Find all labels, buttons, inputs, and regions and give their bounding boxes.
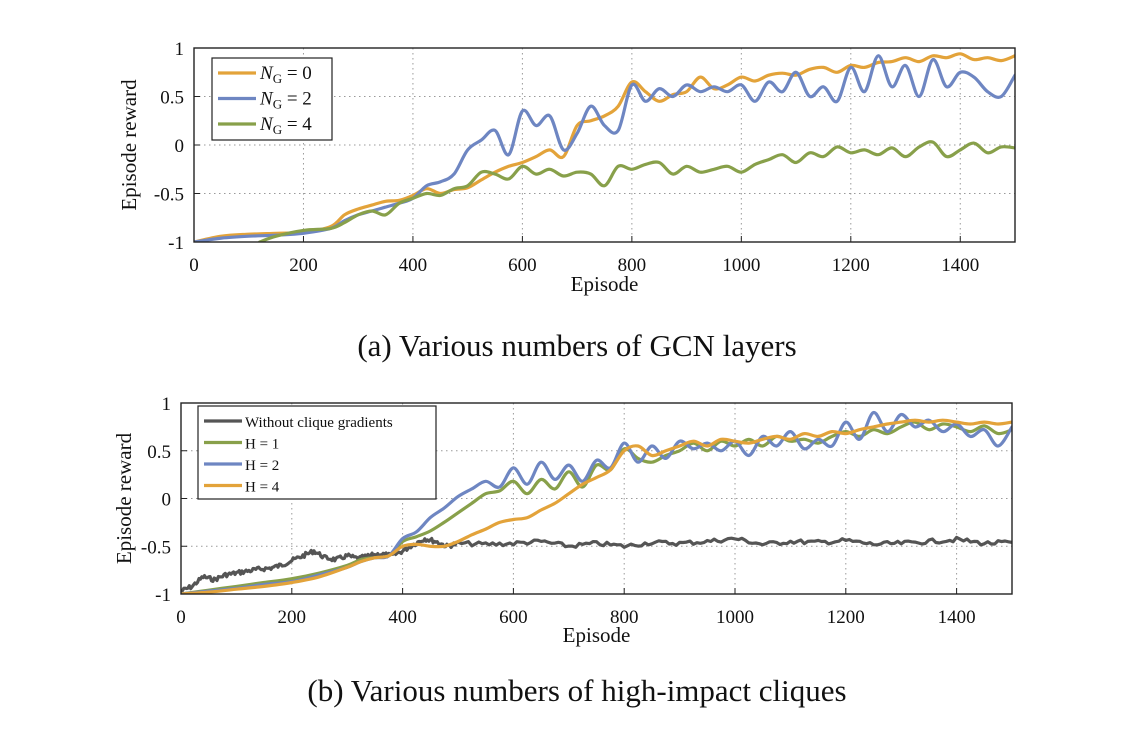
x-tick-label: 800 xyxy=(610,607,639,628)
legend-entry: H = 2 xyxy=(245,458,279,474)
y-axis-label: Episode reward xyxy=(112,432,136,564)
x-tick-label: 200 xyxy=(278,607,307,628)
legend: NG = 0 NG = 2NG = 4 xyxy=(211,57,333,141)
x-axis-label: Episode xyxy=(571,272,639,296)
x-tick-label: 400 xyxy=(388,607,417,628)
series-line-1 xyxy=(181,535,1012,593)
x-tick-label: 400 xyxy=(399,255,428,276)
chart-panel-a: 0 200 400 600 800 1000 1200 1400 1 0.5 0 -0.5 -1 Epi… xyxy=(117,39,1016,363)
y-axis-label: Episode reward xyxy=(117,79,141,211)
y-tick-label: -1 xyxy=(155,585,171,606)
legend-entry: NG = 2 xyxy=(259,89,312,112)
legend-entry: H = 1 xyxy=(245,437,279,453)
y-tick-label: 0 xyxy=(175,136,185,157)
y-tick-label: -0.5 xyxy=(141,537,171,558)
x-tick-label: 1400 xyxy=(938,607,976,628)
x-tick-label: 1400 xyxy=(941,255,979,276)
caption: (a) Various numbers of GCN layers xyxy=(357,328,796,363)
legend-entry: Without clique gradients xyxy=(245,415,393,431)
x-tick-label: 1000 xyxy=(716,607,754,628)
x-tick-label: 600 xyxy=(508,255,537,276)
series-line-4 xyxy=(181,418,1012,594)
x-tick-label: 800 xyxy=(618,255,647,276)
chart-panel-b: 0 200 400 600 800 1000 1200 1400 1 0.5 0 -0.5 -1 Epi… xyxy=(112,394,1013,708)
y-tick-label: 1 xyxy=(175,39,185,60)
x-tick-label: 0 xyxy=(189,255,199,276)
x-axis-label: Episode xyxy=(563,623,631,647)
x-tick-label: 200 xyxy=(289,255,318,276)
caption: (b) Various numbers of high-impact cliqu… xyxy=(307,673,846,708)
legend: Without clique gradients H = 1 H = 2 H = 4 xyxy=(197,405,437,500)
series-line-2 xyxy=(194,54,1015,242)
y-tick-label: 0.5 xyxy=(147,442,171,463)
y-tick-label: 1 xyxy=(162,394,172,415)
legend-entry: NG = 4 xyxy=(259,114,312,137)
legend-entry: H = 4 xyxy=(245,480,280,496)
x-tick-label: 0 xyxy=(176,607,186,628)
y-tick-label: 0.5 xyxy=(160,88,184,109)
series-line-3 xyxy=(258,140,1015,242)
x-tick-label: 1200 xyxy=(832,255,870,276)
series-line-1 xyxy=(194,52,1015,242)
x-tick-label: 1200 xyxy=(827,607,865,628)
y-tick-label: 0 xyxy=(162,490,172,511)
x-tick-label: 600 xyxy=(499,607,528,628)
y-tick-label: -0.5 xyxy=(154,185,184,206)
y-tick-label: -1 xyxy=(168,233,184,254)
x-tick-label: 1000 xyxy=(722,255,760,276)
legend-entry: NG = 0 xyxy=(259,63,312,86)
